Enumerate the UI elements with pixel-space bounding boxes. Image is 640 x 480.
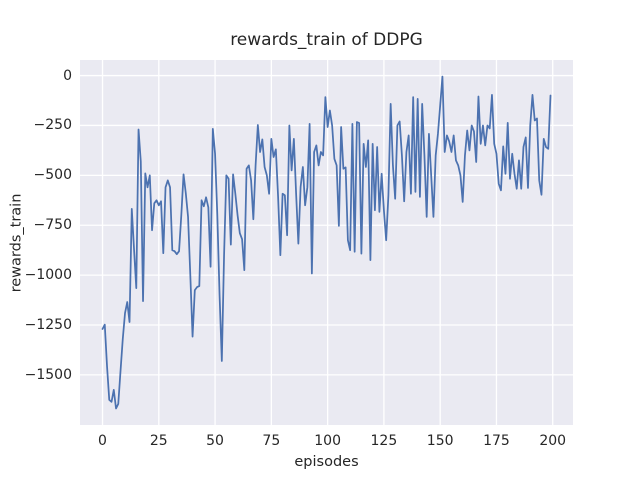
- x-tick-label: 0: [98, 433, 107, 449]
- data-series-line: [101, 75, 552, 410]
- x-tick-label: 25: [149, 433, 168, 449]
- line-chart: [80, 60, 573, 425]
- y-tick-label: 0: [63, 67, 72, 84]
- y-tick-label: −500: [33, 167, 72, 184]
- x-tick-label: 125: [370, 433, 398, 449]
- x-tick-label: 200: [539, 433, 567, 449]
- x-tick-label: 75: [262, 433, 281, 449]
- plot-area: [80, 60, 573, 425]
- y-tick-label: −1000: [24, 267, 72, 284]
- x-tick-label: 50: [206, 433, 224, 449]
- y-axis-label: rewards_train: [8, 193, 25, 293]
- x-tick-label: 175: [483, 433, 510, 449]
- y-tick-label: −250: [33, 117, 72, 134]
- x-axis-label: episodes: [294, 454, 359, 470]
- x-tick-label: 100: [314, 433, 341, 449]
- y-tick-label: −1500: [24, 366, 72, 383]
- y-tick-label: −750: [33, 217, 72, 234]
- chart-title: rewards_train of DDPG: [230, 30, 423, 50]
- x-tick-label: 150: [426, 433, 454, 449]
- y-tick-label: −1250: [24, 317, 72, 334]
